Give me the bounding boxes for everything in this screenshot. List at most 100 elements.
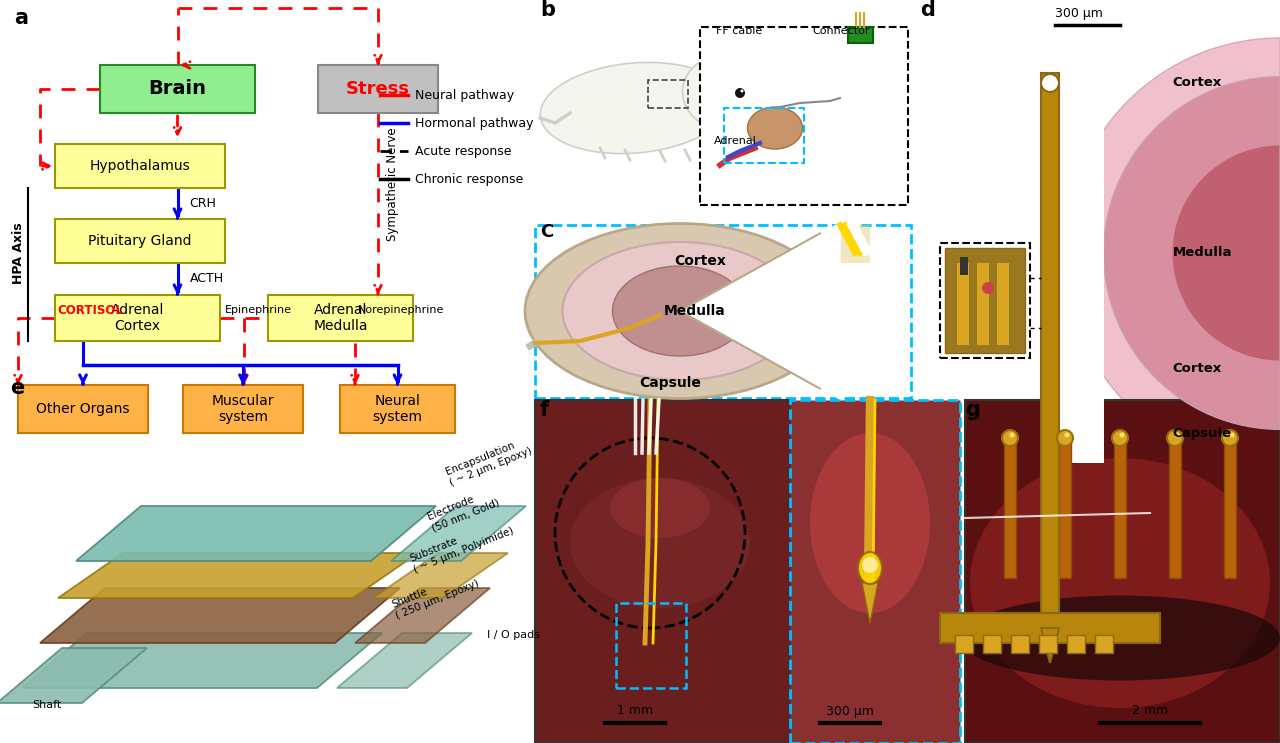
Text: Medulla: Medulla [664, 304, 726, 318]
Circle shape [1112, 430, 1128, 446]
Text: 1 mm: 1 mm [617, 704, 653, 718]
FancyBboxPatch shape [1169, 438, 1181, 578]
Polygon shape [76, 506, 436, 561]
FancyBboxPatch shape [535, 225, 911, 398]
Text: Adrenal
Medulla: Adrenal Medulla [314, 303, 367, 333]
FancyBboxPatch shape [997, 263, 1009, 345]
Ellipse shape [570, 478, 750, 608]
Circle shape [861, 557, 878, 573]
Text: Hypothalamus: Hypothalamus [90, 159, 191, 173]
FancyBboxPatch shape [965, 400, 1280, 743]
Ellipse shape [540, 62, 730, 154]
Polygon shape [840, 225, 870, 263]
Text: Brain: Brain [148, 80, 206, 99]
FancyBboxPatch shape [1011, 635, 1029, 653]
FancyBboxPatch shape [55, 219, 225, 263]
FancyBboxPatch shape [1059, 438, 1071, 578]
Ellipse shape [748, 107, 803, 149]
Circle shape [1120, 432, 1125, 438]
FancyBboxPatch shape [0, 398, 535, 743]
Polygon shape [40, 588, 399, 643]
FancyBboxPatch shape [100, 65, 255, 113]
Text: Capsule: Capsule [639, 376, 701, 390]
Text: ACTH: ACTH [189, 273, 224, 285]
Polygon shape [0, 648, 147, 703]
Text: Substrate
( ~ 5 μm, Polyimide): Substrate ( ~ 5 μm, Polyimide) [408, 515, 516, 575]
Text: Cortex: Cortex [675, 254, 726, 268]
Text: FF cable: FF cable [716, 26, 763, 36]
Ellipse shape [562, 242, 797, 380]
FancyBboxPatch shape [55, 144, 225, 188]
FancyBboxPatch shape [700, 27, 908, 205]
Text: 2 mm: 2 mm [1132, 704, 1169, 718]
Text: Hormonal pathway: Hormonal pathway [415, 117, 534, 129]
Text: e: e [10, 378, 24, 398]
Text: C: C [540, 223, 553, 241]
Text: g: g [965, 400, 980, 420]
FancyBboxPatch shape [1224, 438, 1236, 578]
FancyBboxPatch shape [18, 385, 148, 433]
Text: CORTISOL: CORTISOL [58, 303, 123, 317]
Text: Neural
system: Neural system [372, 394, 422, 424]
Circle shape [741, 89, 744, 92]
Ellipse shape [810, 433, 931, 613]
Ellipse shape [960, 595, 1280, 681]
Circle shape [1065, 432, 1070, 438]
Polygon shape [390, 506, 526, 561]
Text: f: f [540, 400, 549, 420]
Text: Norepinephrine: Norepinephrine [358, 305, 444, 315]
Text: I / O pads: I / O pads [486, 630, 540, 640]
Ellipse shape [970, 458, 1270, 708]
Polygon shape [680, 223, 840, 399]
Wedge shape [1103, 77, 1280, 429]
Text: Cortex: Cortex [1172, 362, 1221, 374]
Text: Connector: Connector [812, 26, 869, 36]
Text: Sympathetic Nerve: Sympathetic Nerve [387, 127, 399, 241]
Ellipse shape [682, 54, 777, 132]
FancyBboxPatch shape [957, 263, 969, 345]
Polygon shape [355, 588, 490, 643]
FancyBboxPatch shape [849, 27, 873, 43]
FancyBboxPatch shape [183, 385, 303, 433]
Polygon shape [58, 553, 419, 598]
Polygon shape [861, 583, 878, 623]
FancyBboxPatch shape [940, 613, 1160, 643]
Text: Neural pathway: Neural pathway [415, 88, 515, 102]
Text: Electrode
(50 nm, Gold): Electrode (50 nm, Gold) [426, 486, 500, 533]
FancyBboxPatch shape [55, 295, 220, 341]
Circle shape [1010, 432, 1015, 438]
Ellipse shape [611, 478, 710, 538]
Circle shape [735, 88, 745, 98]
Text: Chronic response: Chronic response [415, 172, 524, 186]
Text: Shaft: Shaft [32, 700, 61, 710]
FancyBboxPatch shape [1094, 635, 1114, 653]
FancyBboxPatch shape [1060, 33, 1103, 463]
Text: Stress: Stress [346, 80, 410, 98]
Circle shape [1167, 430, 1183, 446]
Text: HPA Axis: HPA Axis [12, 222, 24, 284]
Circle shape [1002, 430, 1018, 446]
FancyBboxPatch shape [340, 385, 454, 433]
Polygon shape [22, 633, 381, 688]
Circle shape [982, 282, 995, 294]
Circle shape [1057, 430, 1073, 446]
FancyBboxPatch shape [790, 400, 960, 743]
Text: Cortex: Cortex [1172, 77, 1221, 89]
FancyBboxPatch shape [955, 635, 973, 653]
Text: 300 μm: 300 μm [826, 704, 874, 718]
Text: b: b [540, 0, 556, 20]
Text: Adrenal
Cortex: Adrenal Cortex [111, 303, 164, 333]
Ellipse shape [525, 224, 835, 398]
FancyBboxPatch shape [960, 257, 968, 275]
FancyBboxPatch shape [1039, 635, 1057, 653]
Text: 300 μm: 300 μm [1055, 7, 1103, 19]
FancyBboxPatch shape [983, 635, 1001, 653]
Text: Shuttle
( 250 μm, Epoxy): Shuttle ( 250 μm, Epoxy) [390, 568, 480, 621]
Circle shape [1222, 430, 1238, 446]
Text: a: a [14, 8, 28, 28]
FancyBboxPatch shape [535, 0, 911, 225]
Text: Pituitary Gland: Pituitary Gland [88, 234, 192, 248]
Polygon shape [372, 553, 508, 598]
Text: Muscular
system: Muscular system [211, 394, 274, 424]
Polygon shape [337, 633, 472, 688]
